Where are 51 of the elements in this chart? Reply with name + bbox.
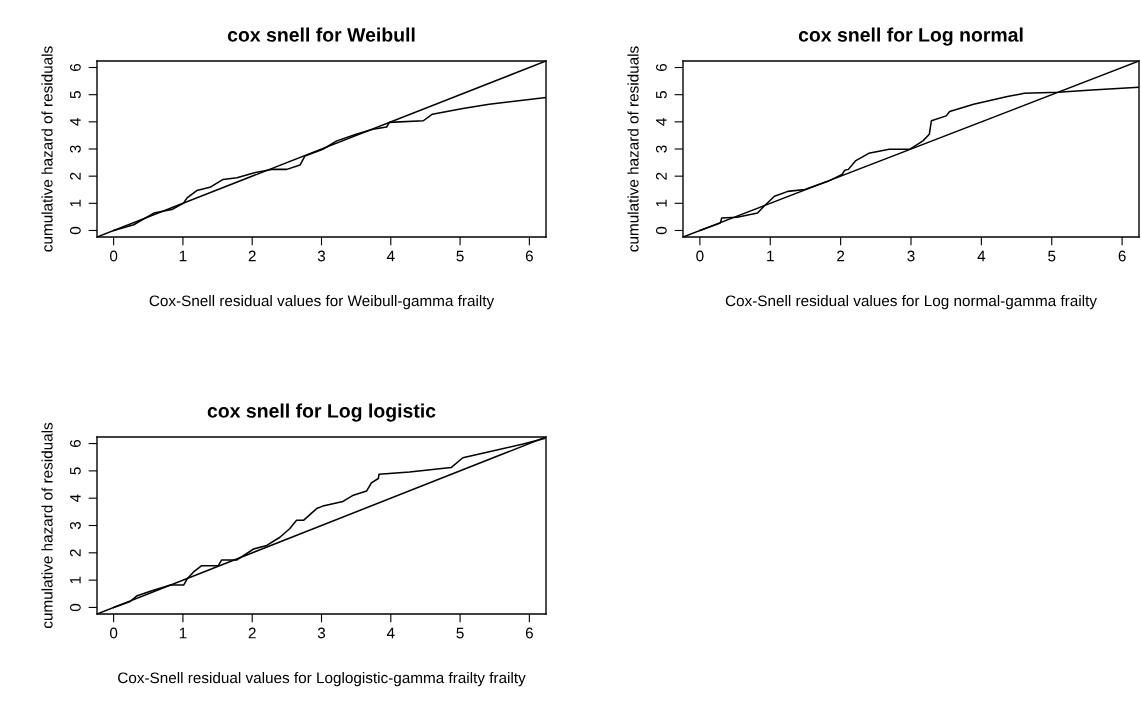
x-tick-label: 1 <box>767 250 774 262</box>
y-tick-label: 4 <box>70 494 81 503</box>
y-tick-label: 0 <box>655 226 667 235</box>
x-tick-label: 0 <box>109 627 118 639</box>
y-tick-label: 2 <box>655 172 667 180</box>
x-tick-label: 4 <box>386 250 395 262</box>
x-tick-label: 2 <box>837 250 845 262</box>
x-tick-label: 0 <box>696 250 704 262</box>
y-tick-label: 6 <box>69 439 81 448</box>
x-tick-label: 3 <box>317 627 326 639</box>
y-tick-label: 3 <box>655 145 667 153</box>
chart-title: cox snell for Log logistic <box>207 403 436 422</box>
y-tick-label: 0 <box>69 603 81 612</box>
x-tick-label: 1 <box>179 250 187 262</box>
y-tick-label: 5 <box>70 467 81 475</box>
x-tick-label: 2 <box>248 627 256 639</box>
x-tick-label: 6 <box>525 250 533 262</box>
x-tick-label: 6 <box>1118 250 1126 262</box>
x-tick-label: 3 <box>907 250 915 262</box>
x-tick-label: 5 <box>456 627 464 639</box>
y-tick-label: 1 <box>70 576 81 584</box>
x-tick-label: 1 <box>179 627 187 639</box>
y-tick-label: 2 <box>69 549 81 557</box>
x-axis-title: Cox-Snell residual values for Loglogistic-gamma frailty frailty <box>118 671 526 687</box>
x-tick-label: 0 <box>109 250 118 262</box>
x-axis-title: Cox-Snell residual values for Weibull-gamma frailty <box>149 294 495 310</box>
x-tick-label: 5 <box>1048 250 1056 262</box>
chart-title: cox snell for Weibull <box>227 27 415 42</box>
x-tick-label: 4 <box>977 250 986 262</box>
y-tick-label: 3 <box>69 145 81 153</box>
y-tick-label: 3 <box>69 521 81 530</box>
x-tick-label: 2 <box>248 250 256 262</box>
x-tick-label: 3 <box>317 250 326 262</box>
y-tick-label: 1 <box>70 199 81 207</box>
x-tick-label: 4 <box>386 627 395 639</box>
y-tick-label: 1 <box>656 199 667 207</box>
y-tick-label: 6 <box>69 63 81 71</box>
x-tick-label: 6 <box>525 627 533 639</box>
y-tick-label: 4 <box>656 118 667 126</box>
y-tick-label: 5 <box>70 91 81 99</box>
y-tick-label: 5 <box>656 91 667 99</box>
y-tick-label: 4 <box>70 118 81 126</box>
y-axis-title: cumulative hazard of residuals <box>41 46 53 252</box>
y-tick-label: 0 <box>69 226 81 235</box>
x-tick-label: 5 <box>456 250 464 262</box>
chart-title: cox snell for Log normal <box>798 27 1023 46</box>
y-tick-label: 6 <box>655 63 667 71</box>
y-axis-title: cumulative hazard of residuals <box>627 46 639 252</box>
y-tick-label: 2 <box>69 172 81 180</box>
y-axis-title: cumulative hazard of residuals <box>41 422 53 629</box>
x-axis-title: Cox-Snell residual values for Log normal-gamma frailty <box>725 294 1097 310</box>
